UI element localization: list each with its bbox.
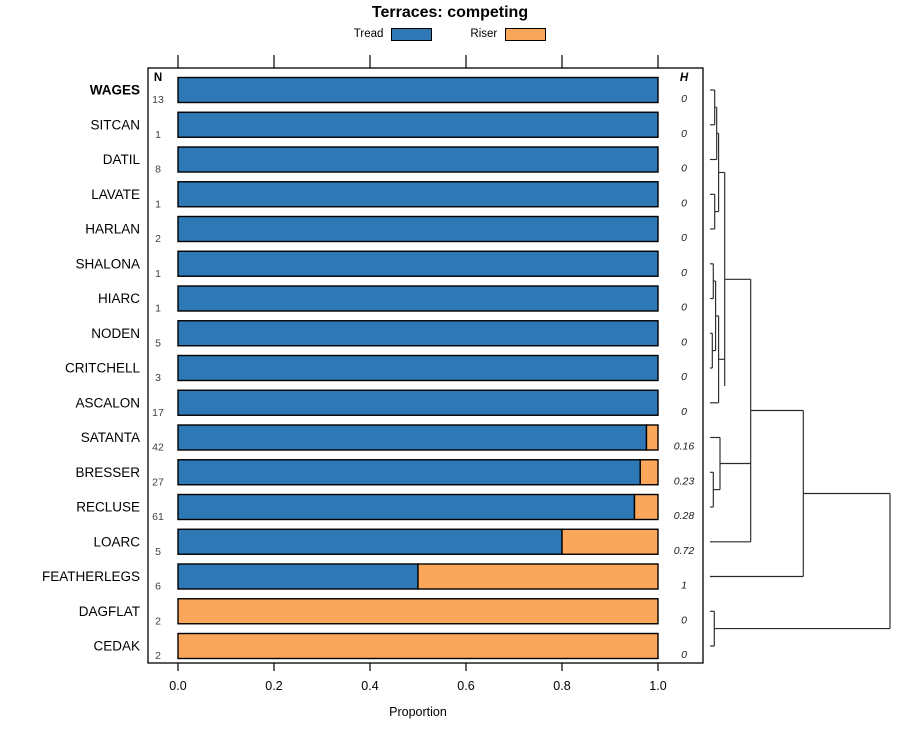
h-value: 0.72 xyxy=(674,545,695,557)
bar-segment-tread xyxy=(177,181,659,208)
x-axis-tick-label: 0.6 xyxy=(457,679,474,693)
bar-segment-tread xyxy=(177,354,659,382)
row-label: CRITCHELL xyxy=(65,361,141,376)
bar-segment-riser xyxy=(639,459,659,486)
chart-title: Terraces: competing xyxy=(371,4,529,21)
bar-segment-riser xyxy=(417,563,659,590)
h-value: 0 xyxy=(681,93,687,105)
n-value: 2 xyxy=(155,650,161,662)
legend-item-tread: Tread xyxy=(353,27,433,41)
row-label: BRESSER xyxy=(75,465,140,480)
n-column-header: N xyxy=(154,72,162,84)
h-value: 0 xyxy=(681,197,687,209)
x-axis-tick-label: 0.8 xyxy=(553,679,570,693)
bar-segment-tread xyxy=(177,320,659,347)
n-value: 8 xyxy=(155,164,161,176)
n-value: 1 xyxy=(155,268,161,280)
row-label: LAVATE xyxy=(91,187,140,202)
h-value: 0 xyxy=(681,128,687,140)
h-value: 0 xyxy=(681,371,687,383)
legend: Tread Riser xyxy=(0,26,900,42)
h-value: 0 xyxy=(681,267,687,279)
bar-segment-tread xyxy=(177,424,648,451)
x-axis-tick-label: 0.2 xyxy=(265,679,282,693)
n-value: 61 xyxy=(152,511,164,523)
n-value: 2 xyxy=(155,615,161,627)
h-value: 0.28 xyxy=(674,510,695,522)
h-value: 0.23 xyxy=(674,475,695,487)
h-value: 0 xyxy=(681,406,687,418)
row-label: NODEN xyxy=(91,326,140,341)
row-label: DATIL xyxy=(103,152,141,167)
bar-segment-tread xyxy=(177,215,659,243)
bar-segment-tread xyxy=(177,389,659,416)
h-value: 0 xyxy=(681,614,687,626)
bar-segment-tread xyxy=(177,250,659,277)
h-value: 1 xyxy=(681,580,687,592)
row-label: ASCALON xyxy=(75,395,140,410)
n-value: 3 xyxy=(155,372,161,384)
n-value: 6 xyxy=(155,581,161,593)
bar-segment-tread xyxy=(177,563,419,590)
n-value: 1 xyxy=(155,129,161,141)
h-value: 0 xyxy=(681,232,687,244)
n-value: 2 xyxy=(155,233,161,245)
row-label: HIARC xyxy=(98,291,140,306)
h-value: 0 xyxy=(681,163,687,175)
h-column-header: H xyxy=(680,72,689,84)
legend-label-riser: Riser xyxy=(470,28,498,40)
n-value: 1 xyxy=(155,198,161,210)
bar-segment-riser xyxy=(645,424,659,451)
row-label: CEDAK xyxy=(93,639,140,654)
bar-segment-riser xyxy=(177,598,659,625)
bar-segment-riser xyxy=(633,493,659,521)
x-axis-tick-label: 1.0 xyxy=(649,679,666,693)
row-label: SHALONA xyxy=(75,256,140,271)
legend-item-riser: Riser xyxy=(470,27,547,41)
n-value: 13 xyxy=(152,94,164,106)
h-value: 0.16 xyxy=(674,441,695,453)
x-axis-tick-label: 0.0 xyxy=(169,679,186,693)
row-label: DAGFLAT xyxy=(79,604,140,619)
n-value: 1 xyxy=(155,303,161,315)
n-value: 5 xyxy=(155,546,161,558)
x-axis-tick-label: 0.4 xyxy=(361,679,378,693)
bar-segment-riser xyxy=(561,528,659,555)
bar-segment-tread xyxy=(177,493,636,521)
row-label: RECLUSE xyxy=(76,500,140,515)
legend-swatch-tread xyxy=(391,27,433,41)
row-label: HARLAN xyxy=(85,222,140,237)
legend-label-tread: Tread xyxy=(353,28,384,40)
bar-segment-tread xyxy=(177,76,659,104)
x-axis-title: Proportion xyxy=(389,705,447,719)
legend-swatch-riser xyxy=(505,27,547,41)
h-value: 0 xyxy=(681,302,687,314)
n-value: 17 xyxy=(152,407,164,419)
h-value: 0 xyxy=(681,336,687,348)
row-label: LOARC xyxy=(93,534,140,549)
n-value: 42 xyxy=(152,442,164,454)
bar-segment-tread xyxy=(177,528,563,555)
n-value: 27 xyxy=(152,476,164,488)
bar-segment-tread xyxy=(177,285,659,312)
n-value: 5 xyxy=(155,337,161,349)
bar-segment-tread xyxy=(177,459,641,486)
row-label: SITCAN xyxy=(90,117,140,132)
bar-segment-tread xyxy=(177,146,659,173)
row-label: SATANTA xyxy=(81,430,140,445)
bar-segment-riser xyxy=(177,632,659,660)
h-value: 0 xyxy=(681,649,687,661)
row-label: WAGES xyxy=(90,83,140,98)
bar-segment-tread xyxy=(177,111,659,138)
row-label: FEATHERLEGS xyxy=(42,569,140,584)
